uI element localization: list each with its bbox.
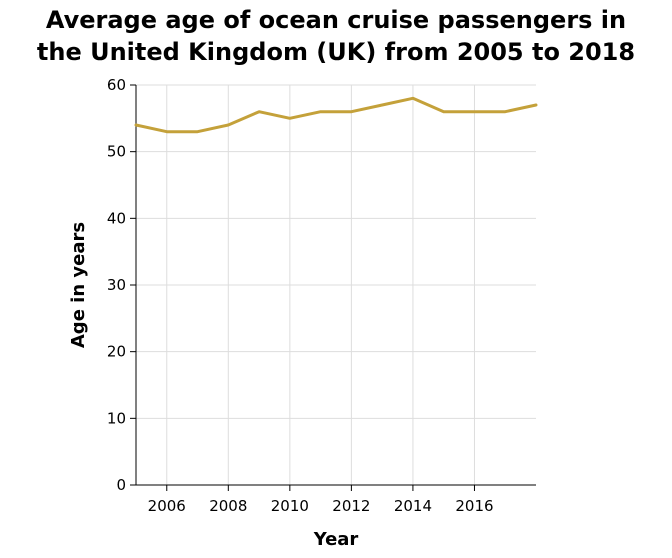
y-axis-title: Age in years bbox=[68, 222, 89, 348]
series bbox=[134, 96, 538, 134]
x-axis-title: Year bbox=[313, 529, 359, 550]
y-tick-label: 0 bbox=[116, 476, 126, 494]
chart-title-line-2: the United Kingdom (UK) from 2005 to 201… bbox=[36, 38, 636, 66]
x-tick-label: 2016 bbox=[455, 497, 493, 515]
chart-title: Average age of ocean cruise passengers i… bbox=[0, 4, 672, 68]
x-tick-label: 2010 bbox=[271, 497, 309, 515]
axes bbox=[130, 84, 536, 491]
grid bbox=[136, 84, 536, 486]
x-tick-label: 2012 bbox=[332, 497, 370, 515]
y-tick-label: 60 bbox=[107, 76, 126, 94]
x-tick-label: 2006 bbox=[148, 497, 186, 515]
tick-labels: 0 10 20 30 40 50 60 2006 2008 2010 2012 2014 2016 bbox=[107, 76, 494, 515]
series-line bbox=[134, 96, 538, 134]
x-tick-label: 2014 bbox=[394, 497, 432, 515]
y-tick-label: 40 bbox=[107, 209, 126, 227]
y-tick-label: 50 bbox=[107, 143, 126, 161]
chart-title-line-1: Average age of ocean cruise passengers i… bbox=[45, 6, 627, 34]
x-tick-label: 2008 bbox=[209, 497, 247, 515]
y-tick-label: 30 bbox=[107, 276, 126, 294]
y-tick-label: 20 bbox=[107, 343, 126, 361]
y-tick-label: 10 bbox=[107, 409, 126, 427]
